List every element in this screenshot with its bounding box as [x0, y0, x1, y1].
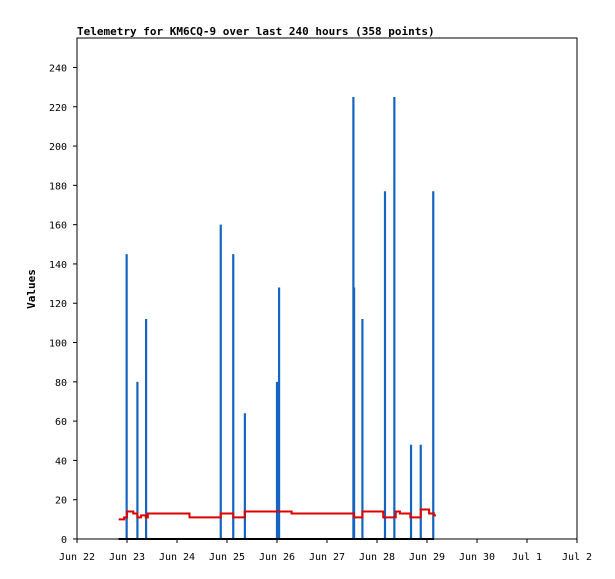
y-tick-label: 20 — [55, 496, 67, 507]
y-axis-label: Values — [25, 269, 38, 309]
x-tick-label: Jun 24 — [159, 552, 195, 563]
y-tick-label: 200 — [49, 142, 67, 153]
y-tick-label: 120 — [49, 299, 67, 310]
y-tick-label: 0 — [61, 535, 67, 546]
x-tick-label: Jun 25 — [209, 552, 245, 563]
y-tick-label: 100 — [49, 339, 67, 350]
y-tick-label: 240 — [49, 63, 67, 74]
x-tick-label: Jun 26 — [259, 552, 295, 563]
x-tick-label: Jun 22 — [59, 552, 95, 563]
y-tick-label: 60 — [55, 417, 67, 428]
plot-frame — [76, 37, 578, 540]
y-axis: 0 20 40 60 80 100 120 140 160 180 200 220 240 — [49, 63, 77, 546]
chart-title: Telemetry for KM6CQ-9 over last 240 hour… — [77, 25, 435, 38]
y-tick-label: 220 — [49, 103, 67, 114]
x-tick-label: Jul 2 — [562, 552, 592, 563]
y-tick-label: 160 — [49, 221, 67, 232]
step-line — [118, 508, 436, 521]
y-tick-label: 40 — [55, 456, 67, 467]
y-tick-label: 80 — [55, 378, 67, 389]
x-tick-label: Jul 1 — [512, 552, 542, 563]
y-tick-label: 140 — [49, 260, 67, 271]
x-tick-label: Jun 27 — [309, 552, 345, 563]
x-axis: Jun 22 Jun 23 Jun 24 Jun 25 Jun 26 Jun 27 Jun … — [59, 539, 592, 563]
y-tick-label: 180 — [49, 181, 67, 192]
series-layer — [118, 96, 436, 540]
x-tick-label: Jun 28 — [359, 552, 395, 563]
series-1 — [118, 508, 436, 521]
series-0 — [125, 96, 435, 539]
x-tick-label: Jun 29 — [409, 552, 445, 563]
x-tick-label: Jun 30 — [459, 552, 495, 563]
x-tick-label: Jun 23 — [109, 552, 145, 563]
